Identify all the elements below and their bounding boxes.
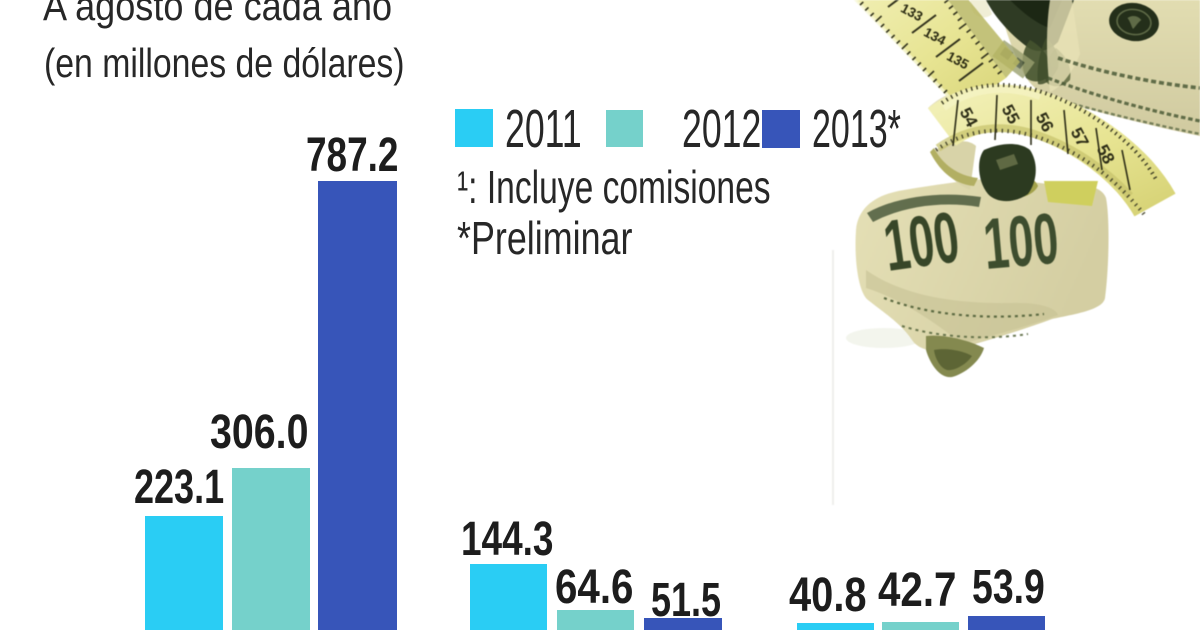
svg-text:100: 100	[879, 196, 964, 286]
svg-text:100: 100	[980, 198, 1061, 285]
